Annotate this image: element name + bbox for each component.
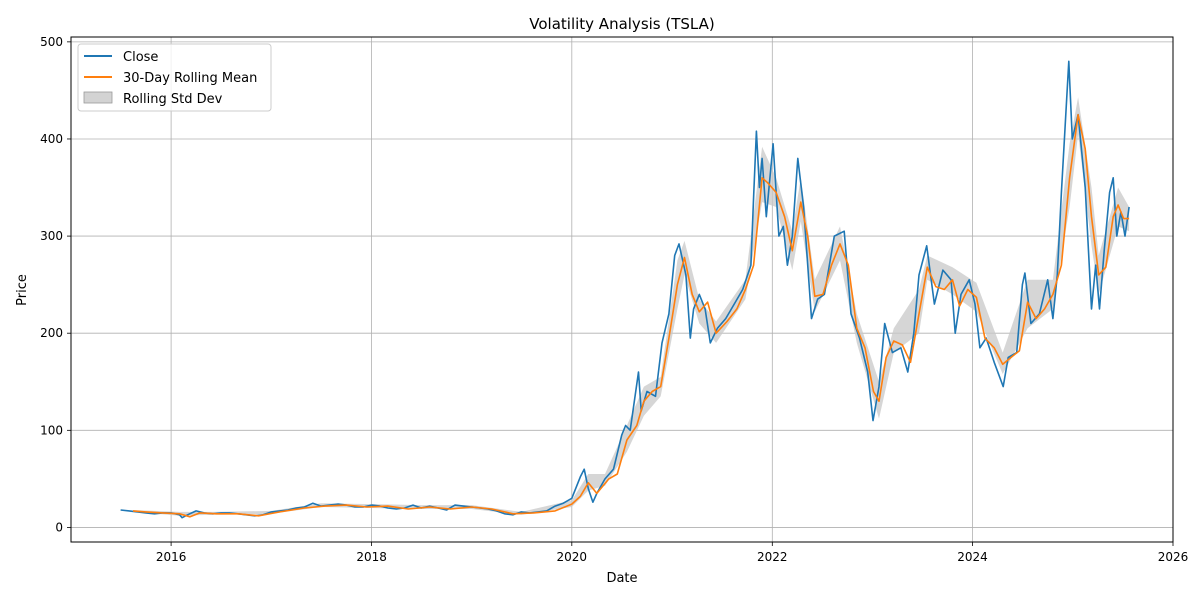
- x-tick-label: 2026: [1158, 550, 1189, 564]
- close-series-layer: [120, 60, 1130, 519]
- y-tick-label: 300: [40, 229, 63, 243]
- rolling-mean-line: [132, 113, 1130, 518]
- x-tick-label: 2018: [356, 550, 387, 564]
- plot-area: [71, 37, 1173, 542]
- rolling-std-band-layer: [133, 97, 1130, 516]
- x-tick-label: 2022: [757, 550, 788, 564]
- legend-std-label: Rolling Std Dev: [123, 92, 223, 107]
- legend: Close 30-Day Rolling Mean Rolling Std De…: [77, 43, 272, 112]
- y-tick-label: 0: [55, 520, 63, 534]
- plot-frame: [70, 36, 1174, 543]
- y-axis-ticks: 0 100 200 300 400 500: [40, 35, 71, 534]
- legend-box: [77, 43, 272, 112]
- y-tick-label: 200: [40, 326, 63, 340]
- x-tick-label: 2020: [557, 550, 588, 564]
- y-tick-label: 100: [40, 423, 63, 437]
- x-axis-label: Date: [606, 571, 637, 586]
- x-tick-label: 2016: [156, 550, 187, 564]
- legend-std-swatch: [83, 91, 113, 104]
- mean-series-layer: [132, 113, 1130, 518]
- x-axis-ticks: 2016 2018 2020 2022 2024 2026: [156, 542, 1188, 564]
- x-tick-label: 2024: [957, 550, 988, 564]
- rolling-std-band: [133, 97, 1130, 516]
- y-axis-label: Price: [15, 274, 30, 306]
- y-tick-label: 400: [40, 132, 63, 146]
- chart-title: Volatility Analysis (TSLA): [529, 15, 714, 33]
- y-tick-label: 500: [40, 35, 63, 49]
- legend-close-label: Close: [123, 50, 158, 65]
- close-price-line: [120, 60, 1130, 519]
- legend-mean-label: 30-Day Rolling Mean: [123, 71, 257, 86]
